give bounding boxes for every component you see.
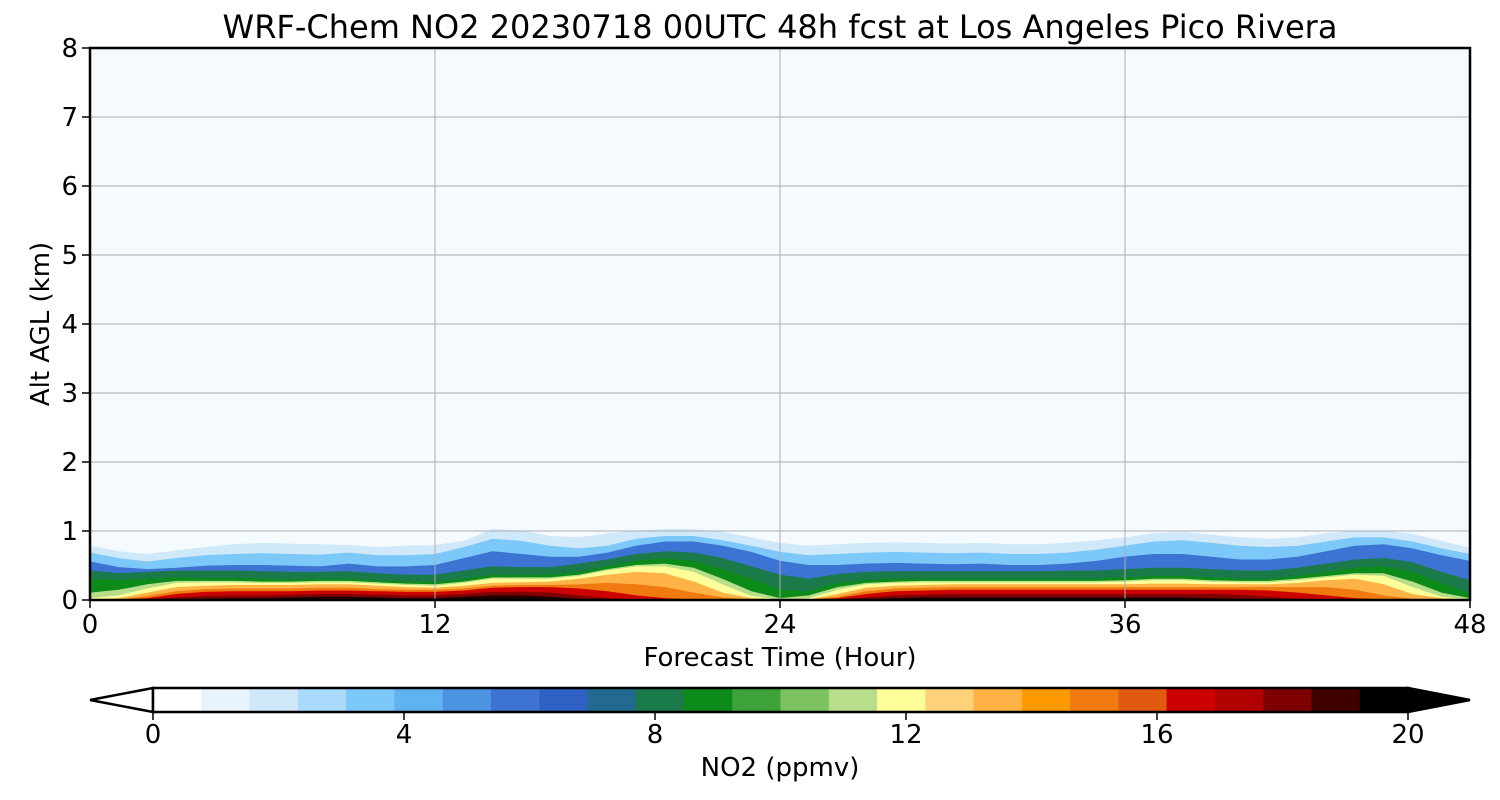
colorbar-swatch [1118, 688, 1168, 712]
y-tick-label: 1 [61, 517, 78, 547]
x-axis-label: Forecast Time (Hour) [643, 643, 916, 673]
colorbar-swatch [249, 688, 299, 712]
y-tick-label: 3 [61, 379, 78, 409]
colorbar-swatch [732, 688, 782, 712]
colorbar-swatch [1311, 688, 1361, 712]
colorbar-extend-max [1406, 686, 1471, 714]
colorbar-tick-label: 12 [889, 720, 922, 750]
x-tick-label: 12 [418, 610, 451, 640]
colorbar-swatch [490, 688, 540, 712]
y-axis-ticks: 0 1 2 3 4 5 6 7 8 [61, 34, 90, 616]
colorbar-swatch [1166, 688, 1216, 712]
colorbar-tick-label: 20 [1391, 720, 1424, 750]
colorbar-swatch [683, 688, 733, 712]
colorbar-swatch [201, 688, 251, 712]
colorbar-ticks: 0 4 8 12 16 20 [145, 712, 1425, 750]
colorbar-swatch [297, 688, 347, 712]
plot-area [88, 46, 1472, 602]
x-tick-label: 36 [1108, 610, 1141, 640]
colorbar-swatch [1263, 688, 1313, 712]
colorbar-swatch [1070, 688, 1119, 712]
colorbar-swatch [925, 688, 975, 712]
y-tick-label: 5 [61, 241, 78, 271]
colorbar-swatch [973, 688, 1023, 712]
colorbar [89, 686, 1471, 714]
colorbar-tick-label: 16 [1140, 720, 1173, 750]
y-tick-label: 2 [61, 448, 78, 478]
y-axis-label: Alt AGL (km) [26, 242, 56, 406]
colorbar-swatch [1021, 688, 1071, 712]
colorbar-swatch [587, 688, 637, 712]
colorbar-swatch [1214, 688, 1264, 712]
colorbar-swatch [877, 688, 926, 712]
x-tick-label: 24 [763, 610, 796, 640]
y-tick-label: 0 [61, 586, 78, 616]
colorbar-tick-label: 8 [647, 720, 664, 750]
colorbar-swatch [346, 688, 395, 712]
y-tick-label: 6 [61, 172, 78, 202]
colorbar-label: NO2 (ppmv) [701, 753, 860, 783]
y-tick-label: 8 [61, 34, 78, 64]
colorbar-swatch [1359, 688, 1409, 712]
colorbar-swatch [442, 688, 492, 712]
colorbar-swatch [539, 688, 589, 712]
colorbar-swatch [828, 688, 878, 712]
colorbar-frame [151, 686, 1410, 714]
x-tick-label: 0 [82, 610, 99, 640]
colorbar-tick-label: 0 [145, 720, 162, 750]
colorbar-swatch [394, 688, 444, 712]
chart-title: WRF-Chem NO2 20230718 00UTC 48h fcst at … [223, 8, 1338, 46]
y-tick-label: 4 [61, 310, 78, 340]
y-tick-label: 7 [61, 103, 78, 133]
x-axis-ticks: 0 12 24 36 48 [82, 600, 1487, 640]
colorbar-swatch [635, 688, 685, 712]
colorbar-swatch [780, 688, 830, 712]
colorbar-tick-label: 4 [396, 720, 413, 750]
x-tick-label: 48 [1453, 610, 1486, 640]
colorbar-extend-min [89, 686, 155, 714]
colorbar-swatch [153, 688, 202, 712]
